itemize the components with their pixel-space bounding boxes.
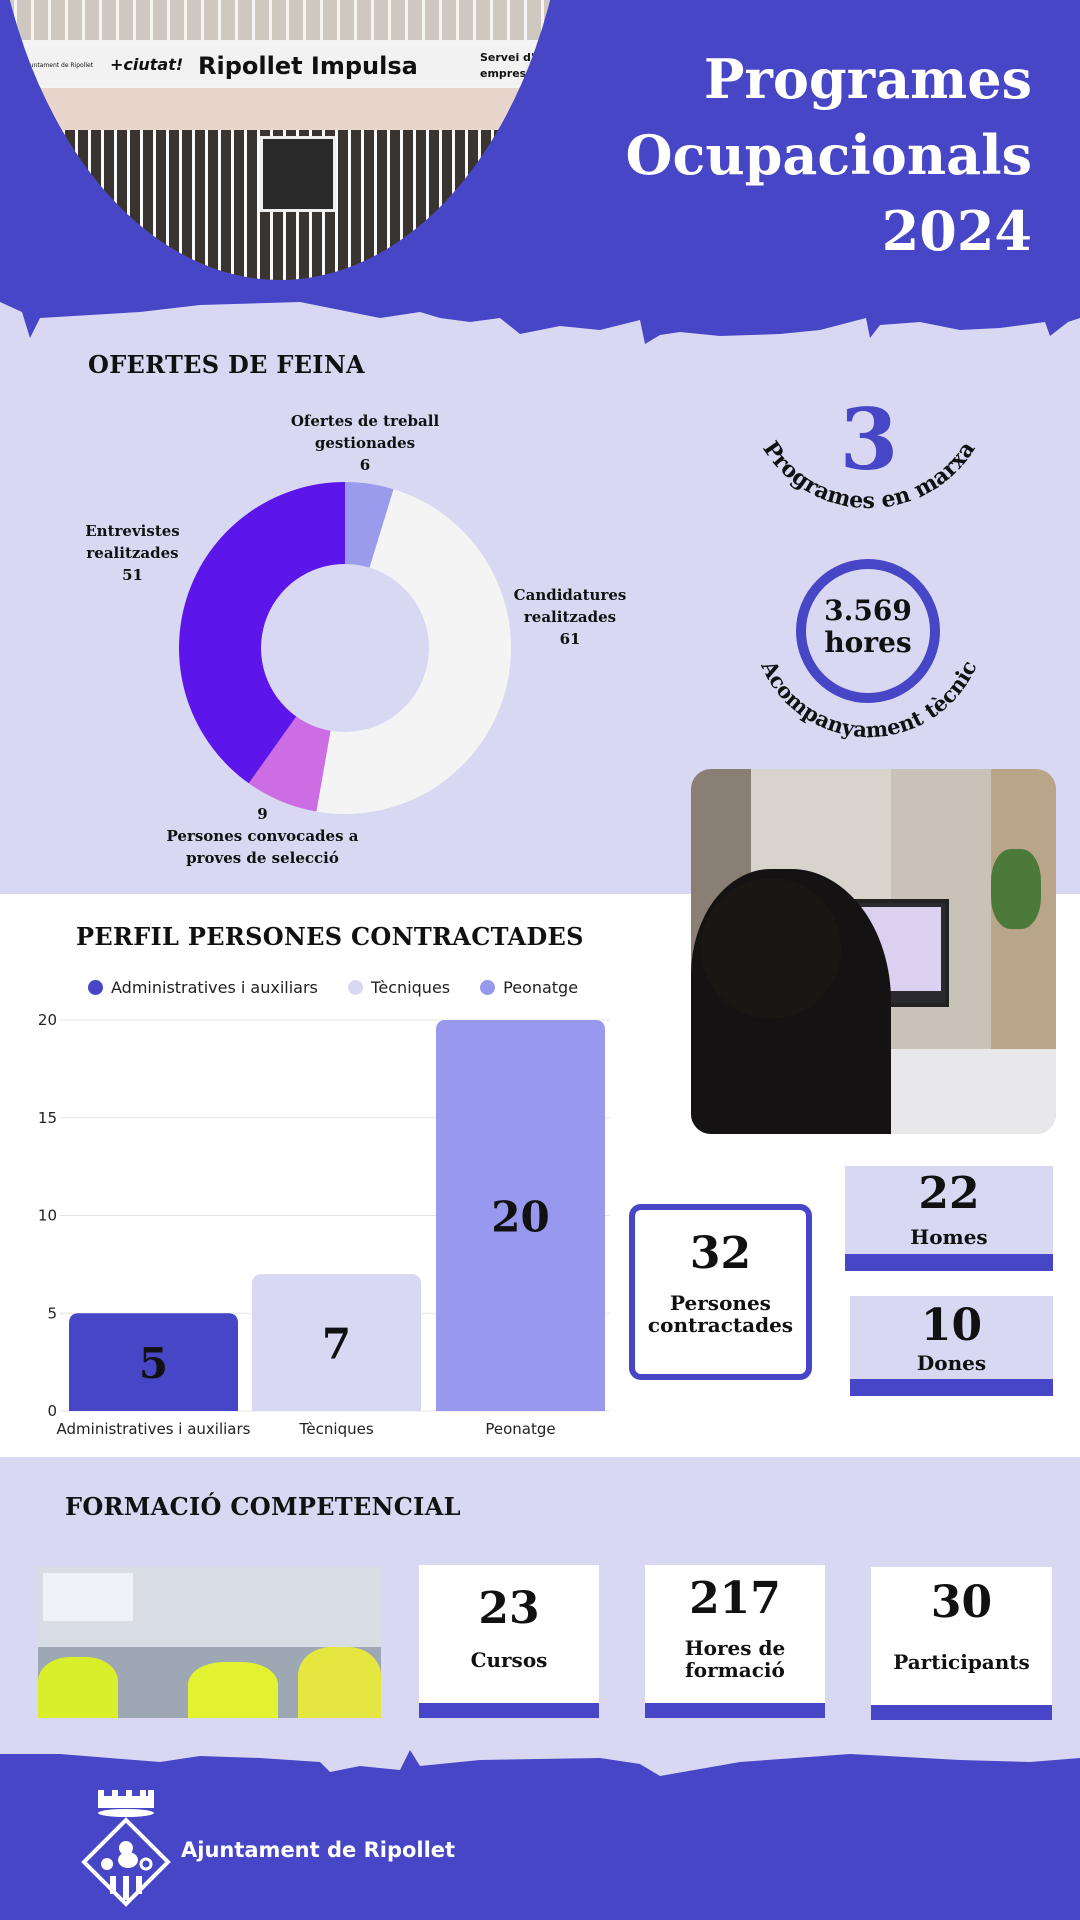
participants-value: 30 xyxy=(930,1577,993,1628)
hores-label: Acompanyament tècnic xyxy=(756,655,982,742)
door-poster xyxy=(260,136,336,212)
label-line: Ofertes de treball xyxy=(290,412,440,430)
total-contractades-card: 32 Persones contractades xyxy=(629,1204,812,1380)
donut-slice xyxy=(248,716,331,812)
hores-unit: hores xyxy=(824,626,912,659)
bar xyxy=(252,1274,421,1411)
hores-label-arc: Acompanyament tècnic xyxy=(756,655,982,742)
card-bar xyxy=(871,1705,1052,1720)
bar-data-label: 7 xyxy=(322,1320,351,1369)
bar-data-label: 20 xyxy=(491,1193,549,1242)
donut-label-entrevistes: Entrevistes realitzades 51 xyxy=(70,520,195,586)
legend-swatch xyxy=(480,980,496,995)
hores-formacio-card: 217 Hores de formació xyxy=(645,1565,825,1718)
programes-label-arc: Programes en marxa xyxy=(757,436,980,514)
title-line-3: 2024 xyxy=(881,199,1032,263)
programes-value: 3 xyxy=(839,390,899,489)
x-tick-label: Tècniques xyxy=(298,1420,373,1438)
bar-data-label: 5 xyxy=(139,1339,168,1388)
hores-value: 3.569 xyxy=(824,594,912,627)
x-tick-label: Administratives i auxiliars xyxy=(57,1420,251,1438)
legend-label: Peonatge xyxy=(503,978,579,997)
participants-card: 30 Participants xyxy=(871,1567,1052,1720)
legend-swatch xyxy=(88,980,103,995)
y-tick-label: 20 xyxy=(38,1011,57,1029)
footer-band xyxy=(0,1750,1080,1920)
dones-card: 10 Dones xyxy=(850,1296,1053,1396)
y-tick-label: 5 xyxy=(47,1304,57,1322)
homes-card: 22 Homes xyxy=(845,1166,1053,1271)
y-tick-label: 10 xyxy=(38,1207,57,1225)
label-line: gestionades xyxy=(314,434,416,452)
training-photo xyxy=(38,1567,381,1718)
donut-slice xyxy=(316,489,511,814)
legend-label: Tècniques xyxy=(370,978,451,997)
footer-logo-text: Ajuntament de Ripollet xyxy=(181,1838,456,1862)
label-line: Candidatures xyxy=(513,586,627,604)
hores-formacio-label-1: Hores de xyxy=(684,1636,786,1660)
total-label-2: contractades xyxy=(647,1313,794,1337)
hores-formacio-label-2: formació xyxy=(685,1658,785,1682)
participants-label: Participants xyxy=(893,1650,1030,1674)
title-line-2: Ocupacionals xyxy=(625,123,1032,187)
card-bar xyxy=(850,1379,1053,1396)
y-tick-label: 0 xyxy=(47,1402,57,1420)
dones-value: 10 xyxy=(920,1300,983,1351)
card-bar xyxy=(845,1254,1053,1271)
label-line: Entrevistes xyxy=(85,522,180,540)
legend-label: Administratives i auxiliars xyxy=(111,978,318,997)
sign-right-1: Servei d'o xyxy=(480,51,542,64)
ripollet-logo-icon xyxy=(81,1790,171,1907)
sign-right-2: empresa xyxy=(480,67,534,80)
cursos-value: 23 xyxy=(478,1583,540,1634)
hores-formacio-value: 217 xyxy=(689,1573,781,1624)
legend-item: Administratives i auxiliars xyxy=(88,978,318,997)
label-value: 61 xyxy=(559,630,581,648)
donut-label-ofertes: Ofertes de treball gestionades 6 xyxy=(275,410,455,476)
programes-label: Programes en marxa xyxy=(757,436,980,514)
formacio-title: FORMACIÓ COMPETENCIAL xyxy=(65,1492,461,1521)
label-line: proves de selecció xyxy=(186,849,339,867)
homes-label: Homes xyxy=(910,1225,988,1249)
donut-slice xyxy=(179,482,345,784)
donut-label-persones: 9 Persones convocades a proves de selecc… xyxy=(155,803,370,869)
bar-legend: Administratives i auxiliars Tècniques Pe… xyxy=(88,978,578,997)
bar xyxy=(436,1020,605,1411)
sign-slogan: +ciutat! xyxy=(110,55,184,74)
total-label-1: Persones xyxy=(670,1291,771,1315)
sign-name: Ripollet Impulsa xyxy=(198,52,418,80)
total-value: 32 xyxy=(689,1228,752,1279)
label-line: realitzades xyxy=(86,544,179,562)
sign-left-text: Ajuntament de Ripollet xyxy=(24,62,94,69)
svg-text:Acompanyament tècnic: Acompanyament tècnic xyxy=(756,655,982,742)
ofertes-title: OFERTES DE FEINA xyxy=(88,350,365,379)
legend-item: Tècniques xyxy=(347,978,451,997)
donut-chart xyxy=(179,482,511,814)
cursos-card: 23 Cursos xyxy=(419,1565,599,1718)
label-value: 51 xyxy=(122,566,143,584)
x-tick-label: Peonatge xyxy=(485,1420,555,1438)
cursos-label: Cursos xyxy=(470,1648,548,1672)
title-line-1: Programes xyxy=(703,47,1032,111)
office-photo xyxy=(691,769,1056,1134)
svg-text:Programes en marxa: Programes en marxa xyxy=(757,436,980,514)
card-bar xyxy=(645,1703,825,1718)
label-value: 9 xyxy=(257,805,268,823)
card-bar xyxy=(419,1703,599,1718)
legend-item: Peonatge xyxy=(480,978,578,997)
donut-slice xyxy=(345,482,394,568)
homes-value: 22 xyxy=(918,1168,980,1219)
donut-label-candidatures: Candidatures realitzades 61 xyxy=(500,584,640,650)
bar xyxy=(69,1313,238,1411)
dones-label: Dones xyxy=(916,1351,987,1375)
label-value: 6 xyxy=(359,456,371,474)
sign-board: Ajuntament de Ripollet +ciutat! Ripollet… xyxy=(10,46,560,86)
bar-chart: 0 5 10 15 20 5 Administratives i auxiliars 7 Tèc… xyxy=(38,1011,610,1438)
y-tick-label: 15 xyxy=(38,1109,57,1127)
hores-ring: 3.569 hores xyxy=(796,559,940,703)
label-line: realitzades xyxy=(523,608,617,626)
label-line: Persones convocades a xyxy=(166,827,359,845)
legend-swatch xyxy=(347,980,363,995)
perfil-title: PERFIL PERSONES CONTRACTADES xyxy=(76,922,584,951)
